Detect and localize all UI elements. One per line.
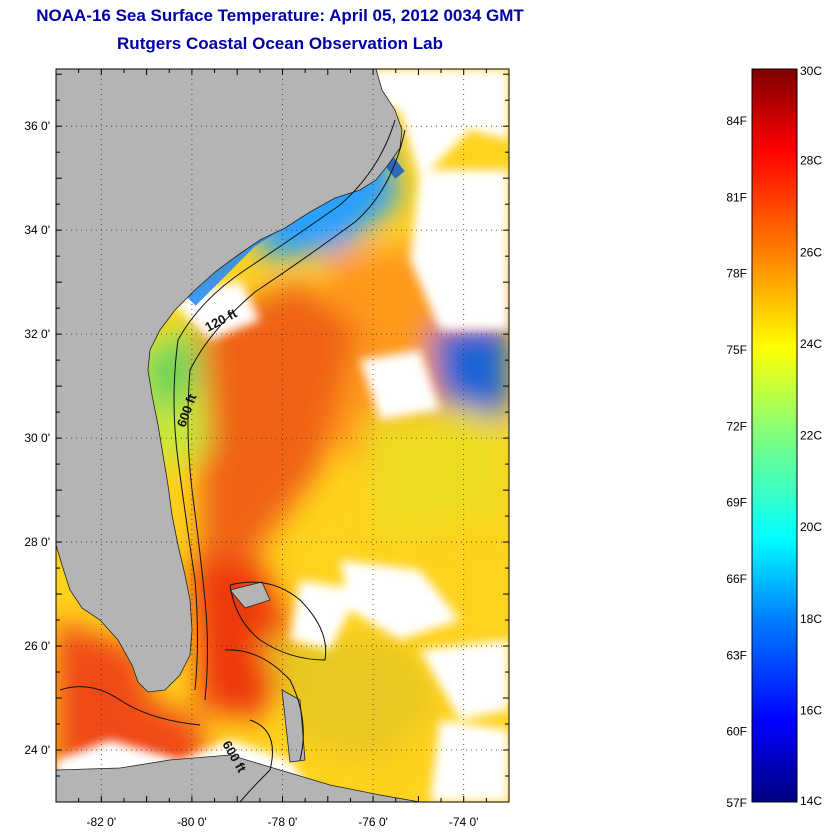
- lat-tick-label: 24 0': [24, 743, 50, 757]
- lon-tick-label: -78 0': [268, 815, 298, 829]
- colorbar-celsius-label: 16C: [800, 703, 822, 717]
- colorbar-celsius-label: 20C: [800, 520, 822, 534]
- colorbar-celsius-label: 22C: [800, 429, 822, 443]
- lon-tick-label: -80 0': [177, 815, 207, 829]
- colorbar-fahrenheit-label: 69F: [726, 496, 747, 510]
- land-mass: [56, 69, 403, 693]
- lat-tick-label: 32 0': [24, 327, 50, 341]
- axis-ticks: 36 0' 34 0' 32 0' 30 0' 28 0' 26 0' 24 0' -82 0…: [24, 69, 510, 829]
- colorbar-fahrenheit-label: 60F: [726, 725, 747, 739]
- colorbar-fahrenheit-label: 72F: [726, 419, 747, 433]
- map-title: NOAA-16 Sea Surface Temperature: April 0…: [36, 6, 524, 25]
- sst-field: [56, 120, 509, 802]
- colorbar-fahrenheit-label: 81F: [726, 190, 747, 204]
- lon-tick-label: -74 0': [449, 815, 479, 829]
- colorbar-celsius-label: 28C: [800, 154, 822, 168]
- temperature-colorbar: [751, 68, 798, 803]
- cuba-land: [56, 754, 421, 802]
- colorbar-fahrenheit-label: 84F: [726, 114, 747, 128]
- lat-tick-label: 34 0': [24, 223, 50, 237]
- lat-tick-label: 36 0': [24, 119, 50, 133]
- colorbar-celsius-label: 14C: [800, 794, 822, 808]
- colorbar-celsius-label: 18C: [800, 612, 822, 626]
- colorbar-fahrenheit-label: 78F: [726, 267, 747, 281]
- lat-tick-label: 28 0': [24, 535, 50, 549]
- cloud-cover: [56, 69, 509, 802]
- colorbar-fahrenheit-label: 75F: [726, 343, 747, 357]
- map-subtitle: Rutgers Coastal Ocean Observation Lab: [117, 34, 443, 53]
- colorbar-celsius-label: 26C: [800, 245, 822, 259]
- lat-tick-label: 30 0': [24, 431, 50, 445]
- lon-tick-label: -76 0': [358, 815, 388, 829]
- colorbar-celsius-labels: 30C 28C 26C 24C 22C 20C 18C 16C 14C: [800, 64, 822, 808]
- depth-contours: [59, 119, 406, 802]
- lat-tick-label: 26 0': [24, 639, 50, 653]
- colorbar-celsius-label: 24C: [800, 337, 822, 351]
- colorbar-fahrenheit-label: 57F: [726, 796, 747, 810]
- colorbar-fahrenheit-label: 66F: [726, 572, 747, 586]
- sst-map: [56, 69, 509, 802]
- colorbar-celsius-label: 30C: [800, 64, 822, 78]
- graticule: [56, 69, 509, 802]
- colorbar-fahrenheit-label: 63F: [726, 648, 747, 662]
- colorbar-fahrenheit-labels: 84F 81F 78F 75F 72F 69F 66F 63F 60F 57F: [726, 114, 747, 810]
- lon-tick-label: -82 0': [86, 815, 116, 829]
